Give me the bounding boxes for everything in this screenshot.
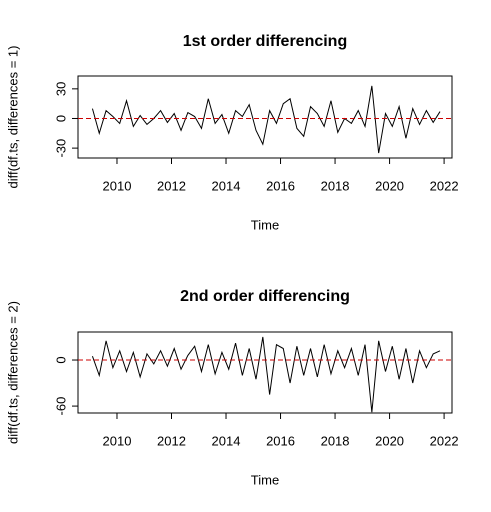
- x-tick-label: 2018: [321, 178, 350, 193]
- x-tick-label: 2010: [103, 433, 132, 448]
- x-tick-label: 2012: [157, 178, 186, 193]
- plot-frame: [77, 331, 453, 414]
- x-tick-label: 2022: [430, 178, 459, 193]
- chart-title: 1st order differencing: [183, 33, 347, 50]
- chart-title: 2nd order differencing: [180, 288, 350, 305]
- x-axis-label: Time: [251, 472, 279, 487]
- x-tick-label: 2014: [212, 178, 241, 193]
- x-tick-label: 2012: [157, 433, 186, 448]
- series-line: [91, 336, 441, 413]
- x-tick-label: 2022: [430, 433, 459, 448]
- x-tick-label: 2010: [103, 178, 132, 193]
- plot-frame: [77, 75, 453, 159]
- y-tick-label: 30: [53, 82, 68, 96]
- x-tick-label: 2018: [321, 433, 350, 448]
- y-tick-label: 0: [53, 115, 68, 122]
- y-axis-label: diff(df.ts, differences = 1): [5, 46, 20, 189]
- y-tick-label: -60: [53, 397, 68, 416]
- x-tick-label: 2016: [266, 178, 295, 193]
- y-tick-label: -30: [53, 139, 68, 158]
- x-tick-label: 2016: [266, 433, 295, 448]
- x-tick-label: 2020: [375, 178, 404, 193]
- x-tick-label: 2014: [212, 433, 241, 448]
- y-tick-label: 0: [53, 356, 68, 363]
- series-line: [91, 85, 441, 154]
- y-axis-label: diff(df.ts, differences = 2): [5, 301, 20, 444]
- x-axis-label: Time: [251, 217, 279, 232]
- x-tick-label: 2020: [375, 433, 404, 448]
